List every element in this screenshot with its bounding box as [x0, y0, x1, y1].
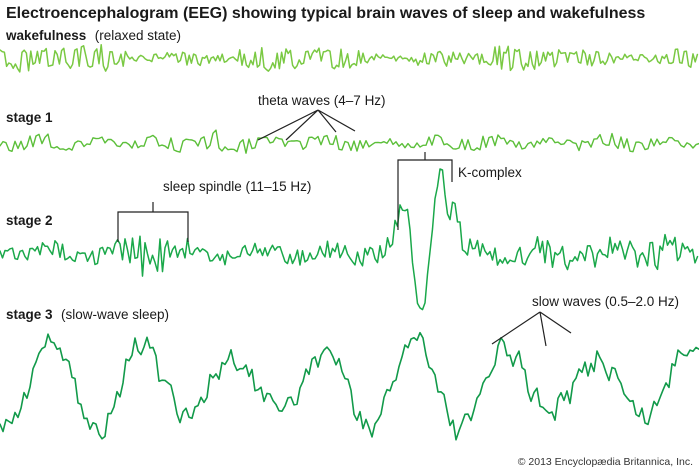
label-stage-2: stage 2 [6, 213, 53, 228]
copyright-credit: © 2013 Encyclopædia Britannica, Inc. [518, 456, 693, 468]
slow-waves-pointer [491, 311, 572, 347]
slow-waves-label: slow waves (0.5–2.0 Hz) [532, 294, 679, 309]
label-stage-3-name: stage 3 [6, 307, 53, 322]
sleep-spindle-label: sleep spindle (11–15 Hz) [163, 179, 311, 194]
stage-1-trace [0, 129, 699, 154]
k-complex-bracket [397, 152, 453, 230]
stage-3-trace [0, 331, 699, 441]
wakefulness-trace [0, 43, 699, 73]
label-wakefulness: wakefulness (relaxed state) [5, 27, 181, 44]
label-wakefulness-name: wakefulness [5, 28, 86, 43]
theta-waves-pointer [257, 109, 356, 141]
stage-2-trace [0, 168, 699, 311]
theta-waves-label: theta waves (4–7 Hz) [258, 93, 386, 108]
label-stage-3: stage 3 (slow-wave sleep) [6, 306, 169, 323]
sleep-spindle-bracket [117, 202, 189, 242]
label-stage-3-qualifier: (slow-wave sleep) [61, 307, 169, 322]
label-stage-1: stage 1 [6, 110, 53, 125]
label-wakefulness-qualifier: (relaxed state) [95, 28, 181, 43]
k-complex-label: K-complex [458, 165, 522, 180]
figure-title: Electroencephalogram (EEG) showing typic… [6, 5, 645, 22]
